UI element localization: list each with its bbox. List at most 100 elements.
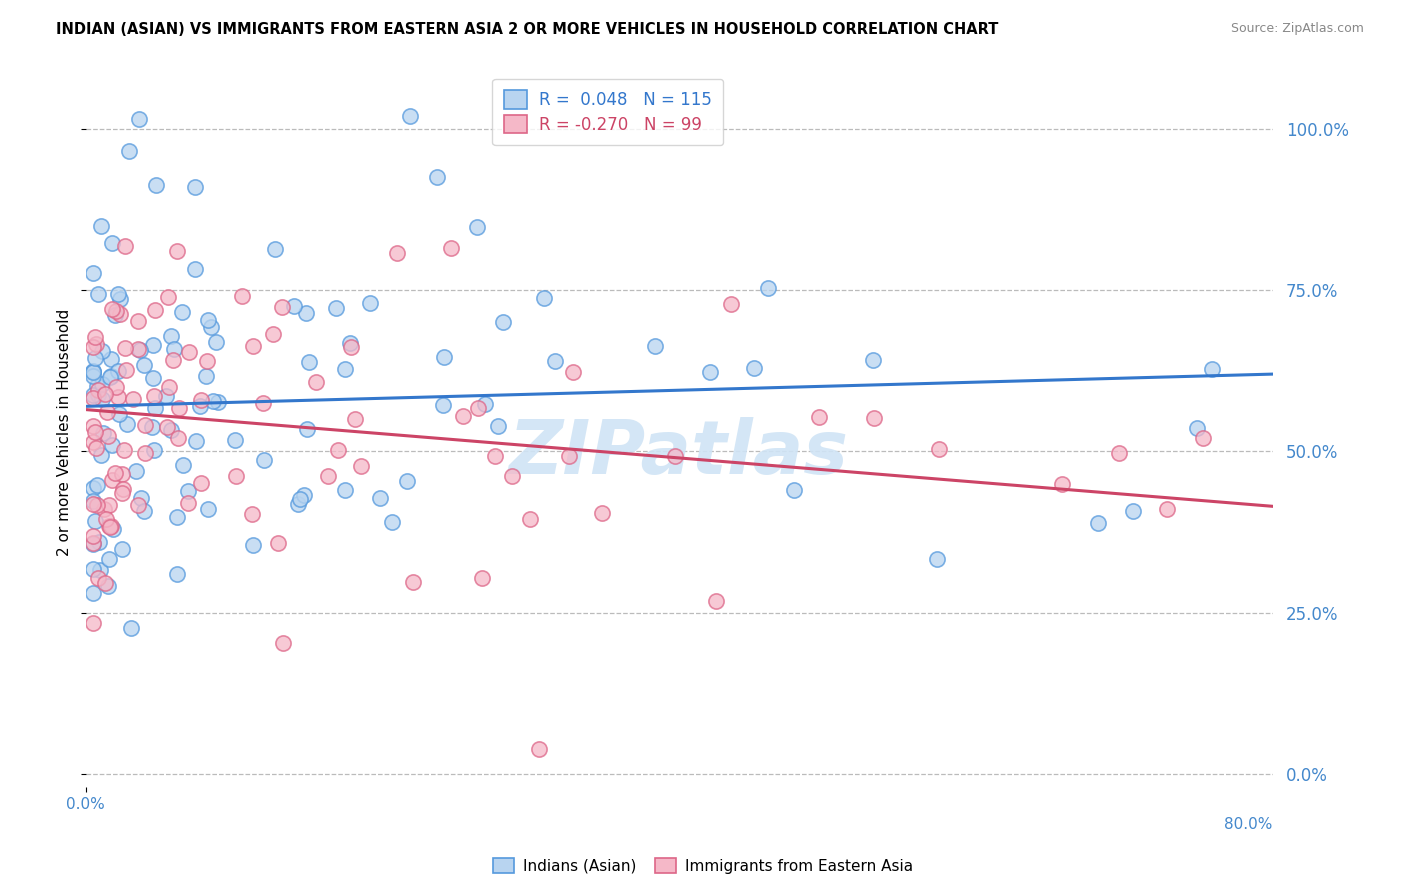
Point — [166, 244, 188, 258]
Point — [117, 417, 139, 431]
Point — [231, 289, 253, 303]
Point — [188, 400, 211, 414]
Point — [110, 292, 132, 306]
Point — [471, 571, 494, 585]
Point — [368, 491, 391, 505]
Point — [82, 340, 104, 354]
Point — [87, 388, 110, 402]
Point — [132, 358, 155, 372]
Point — [925, 552, 948, 566]
Point — [84, 330, 107, 344]
Point — [82, 368, 104, 383]
Point — [385, 245, 408, 260]
Point — [84, 514, 107, 528]
Point — [82, 494, 104, 508]
Point — [107, 286, 129, 301]
Point — [94, 576, 117, 591]
Point — [145, 178, 167, 193]
Point — [98, 369, 121, 384]
Point — [83, 351, 105, 366]
Point — [157, 380, 180, 394]
Point — [283, 299, 305, 313]
Point — [163, 342, 186, 356]
Text: INDIAN (ASIAN) VS IMMIGRANTS FROM EASTERN ASIA 2 OR MORE VEHICLES IN HOUSEHOLD C: INDIAN (ASIAN) VS IMMIGRANTS FROM EASTER… — [56, 22, 998, 37]
Point — [141, 420, 163, 434]
Point — [242, 538, 264, 552]
Point — [501, 469, 523, 483]
Text: ZIPatlas: ZIPatlas — [509, 417, 849, 490]
Point — [1108, 446, 1130, 460]
Point — [190, 393, 212, 408]
Point — [224, 434, 246, 448]
Point — [93, 501, 115, 516]
Point — [103, 522, 125, 536]
Point — [87, 571, 110, 585]
Point — [90, 448, 112, 462]
Point — [94, 512, 117, 526]
Point — [82, 365, 104, 379]
Point — [467, 401, 489, 416]
Point — [82, 364, 104, 378]
Text: Source: ZipAtlas.com: Source: ZipAtlas.com — [1230, 22, 1364, 36]
Point — [104, 308, 127, 322]
Point — [111, 486, 134, 500]
Point — [432, 350, 454, 364]
Point — [359, 295, 381, 310]
Point — [519, 512, 541, 526]
Point — [267, 536, 290, 550]
Point — [339, 340, 361, 354]
Point — [807, 410, 830, 425]
Point — [398, 109, 420, 123]
Point — [262, 326, 284, 341]
Point — [184, 179, 207, 194]
Point — [533, 292, 555, 306]
Point — [644, 339, 666, 353]
Point — [111, 467, 134, 482]
Point — [111, 541, 134, 556]
Point — [862, 410, 884, 425]
Point — [465, 219, 488, 234]
Point — [107, 364, 129, 378]
Point — [486, 418, 509, 433]
Point — [82, 562, 104, 576]
Point — [143, 401, 166, 416]
Point — [242, 338, 264, 352]
Point — [263, 243, 285, 257]
Point — [720, 296, 742, 310]
Point — [142, 338, 165, 352]
Point — [142, 442, 165, 457]
Point — [484, 449, 506, 463]
Point — [194, 369, 217, 384]
Point — [190, 475, 212, 490]
Point — [84, 336, 107, 351]
Point — [172, 305, 194, 319]
Point — [156, 420, 179, 434]
Point — [1156, 502, 1178, 516]
Point — [105, 380, 128, 394]
Point — [557, 449, 579, 463]
Y-axis label: 2 or more Vehicles in Household: 2 or more Vehicles in Household — [58, 309, 72, 556]
Point — [742, 361, 765, 376]
Point — [120, 621, 142, 635]
Point — [112, 483, 135, 497]
Point — [201, 394, 224, 409]
Point — [288, 491, 311, 506]
Point — [86, 378, 108, 392]
Point — [157, 290, 180, 304]
Point — [90, 377, 112, 392]
Point — [127, 313, 149, 327]
Point — [197, 501, 219, 516]
Point — [176, 496, 198, 510]
Point — [381, 516, 404, 530]
Text: 80.0%: 80.0% — [1225, 817, 1272, 832]
Point — [97, 579, 120, 593]
Point — [142, 371, 165, 385]
Point — [101, 301, 124, 316]
Point — [97, 498, 120, 512]
Point — [350, 459, 373, 474]
Point — [91, 426, 114, 441]
Point — [82, 481, 104, 495]
Point — [295, 422, 318, 436]
Point — [89, 563, 111, 577]
Point — [101, 438, 124, 452]
